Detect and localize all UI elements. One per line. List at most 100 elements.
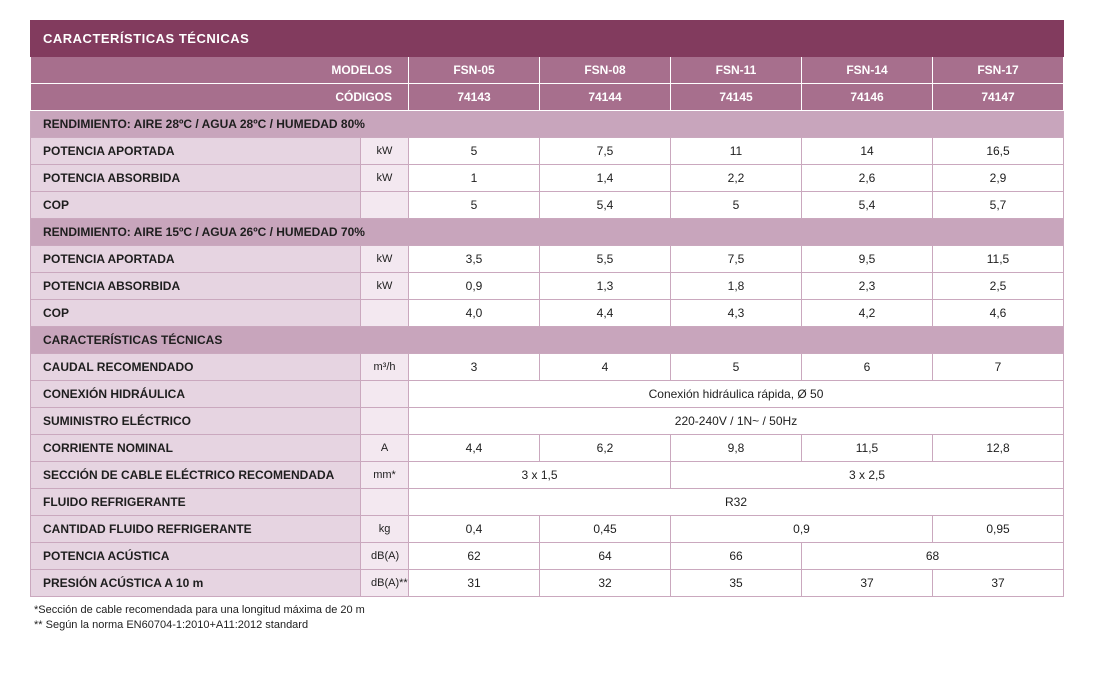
spec-value: 2,9 [933, 165, 1064, 192]
spec-label: COP [31, 300, 361, 327]
spec-value: 31 [409, 570, 540, 597]
spec-label: POTENCIA APORTADA [31, 246, 361, 273]
spec-label: PRESIÓN ACÚSTICA A 10 m [31, 570, 361, 597]
spec-row: POTENCIA ABSORBIDAkW0,91,31,82,32,5 [31, 273, 1064, 300]
spec-value: 11 [671, 138, 802, 165]
spec-unit: kW [361, 246, 409, 273]
spec-unit: kW [361, 273, 409, 300]
spec-unit [361, 381, 409, 408]
spec-unit: dB(A) [361, 543, 409, 570]
spec-value: 12,8 [933, 435, 1064, 462]
model-header: FSN-08 [540, 57, 671, 84]
footnote-line: *Sección de cable recomendada para una l… [34, 603, 1064, 618]
spec-value: Conexión hidráulica rápida, Ø 50 [409, 381, 1064, 408]
spec-value: 7,5 [671, 246, 802, 273]
spec-value: 35 [671, 570, 802, 597]
spec-row: POTENCIA ABSORBIDAkW11,42,22,62,9 [31, 165, 1064, 192]
table-title: CARACTERÍSTICAS TÉCNICAS [31, 21, 1064, 57]
spec-unit: A [361, 435, 409, 462]
spec-row: PRESIÓN ACÚSTICA A 10 mdB(A)**3132353737 [31, 570, 1064, 597]
footnotes: *Sección de cable recomendada para una l… [30, 603, 1064, 634]
spec-row: COP55,455,45,7 [31, 192, 1064, 219]
spec-value: 6 [802, 354, 933, 381]
spec-value: 6,2 [540, 435, 671, 462]
spec-row: SUMINISTRO ELÉCTRICO 220-240V / 1N~ / 50H… [31, 408, 1064, 435]
spec-label: SECCIÓN DE CABLE ELÉCTRICO RECOMENDADA [31, 462, 361, 489]
spec-value: 1,8 [671, 273, 802, 300]
spec-value: 0,95 [933, 516, 1064, 543]
spec-value: 9,5 [802, 246, 933, 273]
code-header: 74147 [933, 84, 1064, 111]
spec-value: 37 [802, 570, 933, 597]
spec-unit [361, 300, 409, 327]
spec-value: 7 [933, 354, 1064, 381]
spec-value: 5 [409, 192, 540, 219]
spec-row: POTENCIA ACÚSTICAdB(A)62646668 [31, 543, 1064, 570]
spec-value: 1,3 [540, 273, 671, 300]
spec-label: SUMINISTRO ELÉCTRICO [31, 408, 361, 435]
spec-value: 2,3 [802, 273, 933, 300]
spec-value: 11,5 [802, 435, 933, 462]
spec-unit [361, 408, 409, 435]
spec-row: CONEXIÓN HIDRÁULICAConexión hidráulica r… [31, 381, 1064, 408]
model-header: FSN-11 [671, 57, 802, 84]
spec-row: CORRIENTE NOMINALA4,46,29,811,512,8 [31, 435, 1064, 462]
spec-value: 3 x 1,5 [409, 462, 671, 489]
spec-value: 37 [933, 570, 1064, 597]
spec-value: 4,4 [540, 300, 671, 327]
spec-value: 3,5 [409, 246, 540, 273]
spec-value: 5 [671, 354, 802, 381]
spec-row: COP4,04,44,34,24,6 [31, 300, 1064, 327]
spec-value: 5 [671, 192, 802, 219]
spec-value: 62 [409, 543, 540, 570]
spec-value: 68 [802, 543, 1064, 570]
spec-value: 0,45 [540, 516, 671, 543]
spec-label: POTENCIA ACÚSTICA [31, 543, 361, 570]
footnote-line: ** Según la norma EN60704-1:2010+A11:201… [34, 618, 1064, 633]
models-row: MODELOSFSN-05FSN-08FSN-11FSN-14FSN-17 [31, 57, 1064, 84]
spec-value: 5,5 [540, 246, 671, 273]
spec-value: 4,3 [671, 300, 802, 327]
spec-value: 1 [409, 165, 540, 192]
spec-value: 5,7 [933, 192, 1064, 219]
spec-value: 4,6 [933, 300, 1064, 327]
spec-unit [361, 192, 409, 219]
code-header: 74145 [671, 84, 802, 111]
models-label: MODELOS [31, 57, 409, 84]
spec-value: 2,6 [802, 165, 933, 192]
spec-value: 7,5 [540, 138, 671, 165]
section-row: RENDIMIENTO: AIRE 28ºC / AGUA 28ºC / HUM… [31, 111, 1064, 138]
spec-value: 3 [409, 354, 540, 381]
spec-value: 220-240V / 1N~ / 50Hz [409, 408, 1064, 435]
spec-value: 2,5 [933, 273, 1064, 300]
spec-label: CAUDAL RECOMENDADO [31, 354, 361, 381]
spec-label: FLUIDO REFRIGERANTE [31, 489, 361, 516]
spec-value: 0,9 [671, 516, 933, 543]
spec-unit: kg [361, 516, 409, 543]
spec-row: FLUIDO REFRIGERANTER32 [31, 489, 1064, 516]
spec-row: POTENCIA APORTADAkW3,55,57,59,511,5 [31, 246, 1064, 273]
spec-value: 5 [409, 138, 540, 165]
codes-row: CÓDIGOS7414374144741457414674147 [31, 84, 1064, 111]
spec-value: 14 [802, 138, 933, 165]
spec-unit [361, 489, 409, 516]
model-header: FSN-14 [802, 57, 933, 84]
spec-value: 16,5 [933, 138, 1064, 165]
spec-unit: kW [361, 165, 409, 192]
spec-value: 5,4 [540, 192, 671, 219]
codes-label: CÓDIGOS [31, 84, 409, 111]
spec-row: CAUDAL RECOMENDADOm³/h34567 [31, 354, 1064, 381]
code-header: 74146 [802, 84, 933, 111]
spec-value: 5,4 [802, 192, 933, 219]
spec-value: 64 [540, 543, 671, 570]
spec-label: COP [31, 192, 361, 219]
spec-label: POTENCIA ABSORBIDA [31, 273, 361, 300]
spec-unit: dB(A)** [361, 570, 409, 597]
spec-row: POTENCIA APORTADAkW57,5111416,5 [31, 138, 1064, 165]
model-header: FSN-17 [933, 57, 1064, 84]
specs-table: CARACTERÍSTICAS TÉCNICASMODELOSFSN-05FSN… [30, 20, 1064, 597]
spec-label: CORRIENTE NOMINAL [31, 435, 361, 462]
spec-value: 11,5 [933, 246, 1064, 273]
section-heading: RENDIMIENTO: AIRE 28ºC / AGUA 28ºC / HUM… [31, 111, 1064, 138]
spec-value: 9,8 [671, 435, 802, 462]
